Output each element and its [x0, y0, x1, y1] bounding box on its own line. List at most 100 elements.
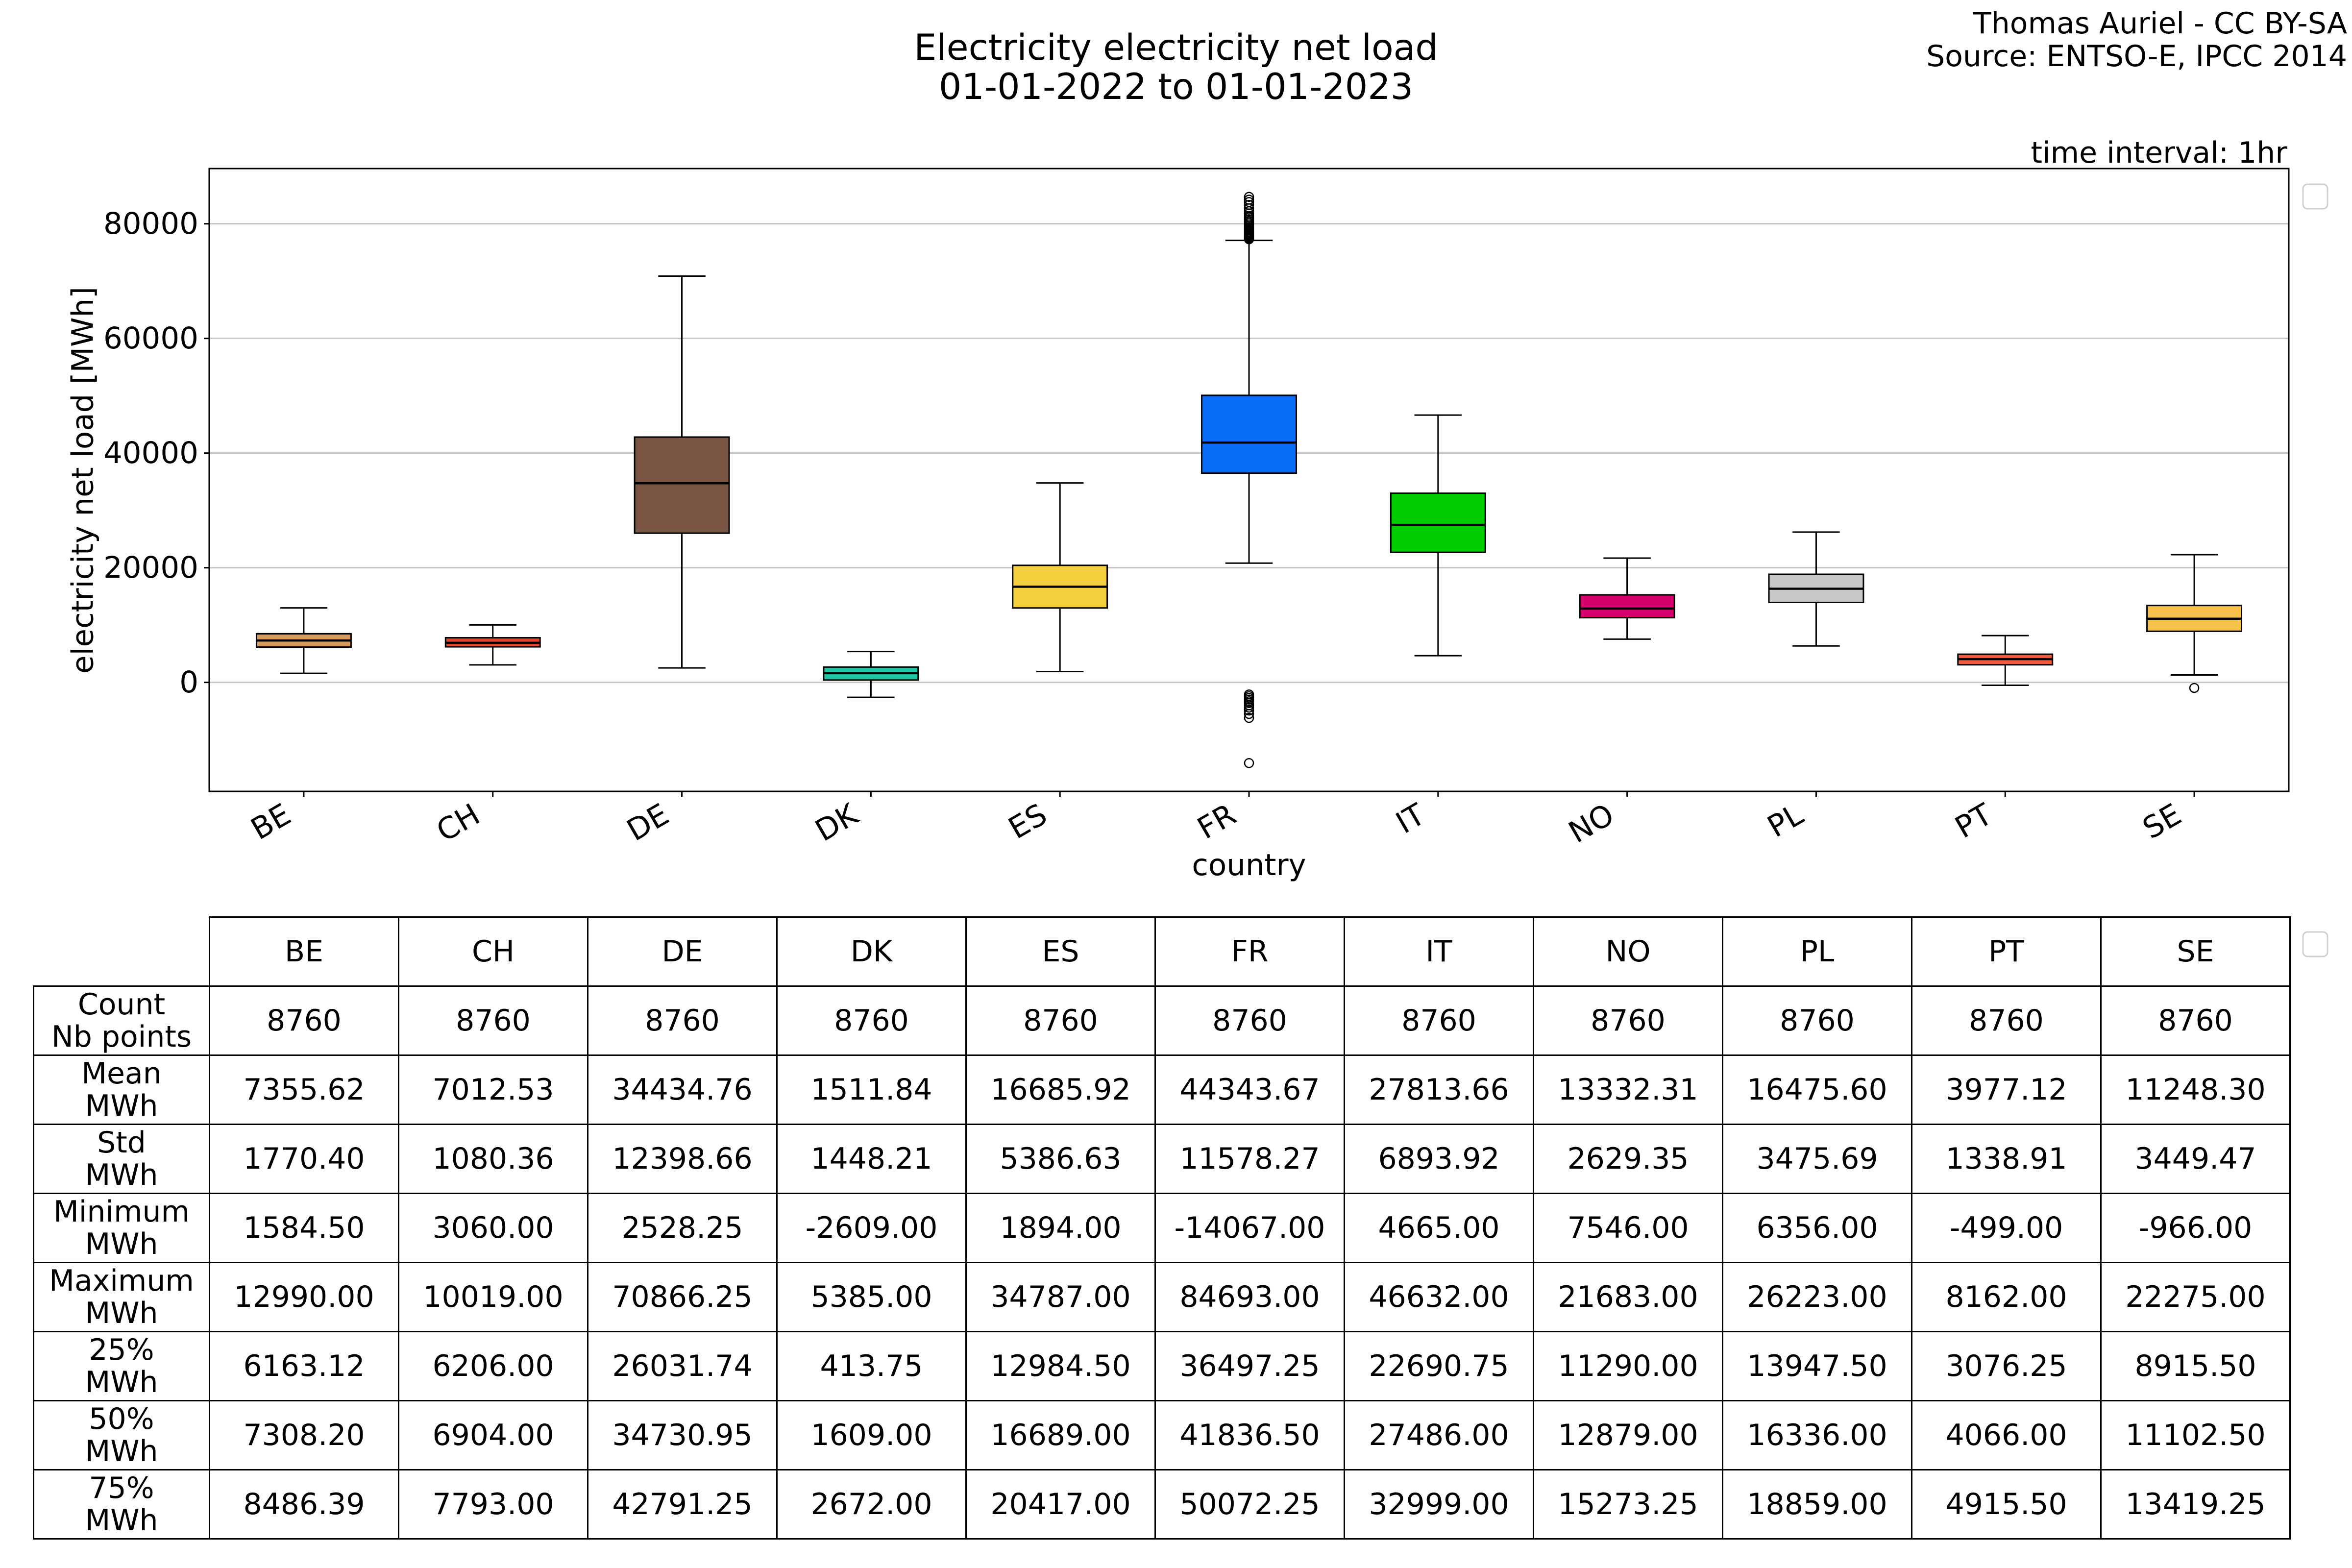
table-cell: 26223.00: [1722, 1262, 1912, 1332]
table-cell: 6206.00: [398, 1331, 588, 1401]
table-row-label: Std MWh: [33, 1124, 210, 1194]
table-cell: 7793.00: [398, 1469, 588, 1540]
table-cell: 8915.50: [2100, 1331, 2291, 1401]
table-column-header: BE: [209, 916, 399, 987]
table-cell: 27486.00: [1344, 1400, 1534, 1470]
table-cell: 8162.00: [1911, 1262, 2102, 1332]
table-cell: 5386.63: [965, 1124, 1156, 1194]
table-cell: 7012.53: [398, 1054, 588, 1125]
table-cell: 1448.21: [776, 1124, 967, 1194]
table-row-label: Mean MWh: [33, 1054, 210, 1125]
table-cell: 7546.00: [1533, 1193, 1723, 1263]
table-cell: 6163.12: [209, 1331, 399, 1401]
box-FR: [1201, 394, 1297, 474]
outlier-FR: [1244, 705, 1254, 716]
table-cell: 32999.00: [1344, 1469, 1534, 1540]
empty-legend-box: [2302, 183, 2328, 210]
table-cell: 8760: [1911, 985, 2102, 1056]
table-cell: 10019.00: [398, 1262, 588, 1332]
table-cell: 70866.25: [587, 1262, 778, 1332]
table-column-header: CH: [398, 916, 588, 987]
box-DE: [634, 436, 730, 534]
table-cell: 34730.95: [587, 1400, 778, 1470]
x-tick-label: DE: [621, 797, 675, 848]
table-header-row: BE CH DE DK ES FR IT NO PL PT SE: [34, 916, 2291, 987]
table-cell: 16689.00: [965, 1400, 1156, 1470]
table-cell: 41836.50: [1154, 1400, 1345, 1470]
credit-source: Source: ENTSO-E, IPCC 2014: [1926, 39, 2347, 74]
x-tick-label: CH: [431, 797, 486, 849]
table-cell: 1511.84: [776, 1054, 967, 1125]
credit-author: Thomas Auriel - CC BY-SA: [1973, 6, 2347, 41]
table-row: 75% MWh 8486.39 7793.00 42791.25 2672.00 2041…: [33, 1469, 2291, 1540]
y-tick-label: 0: [179, 665, 198, 700]
outlier-FR: [1244, 192, 1254, 202]
table-column-header: SE: [2100, 916, 2291, 987]
table-cell: 2672.00: [776, 1469, 967, 1540]
table-cell: 11248.30: [2100, 1054, 2291, 1125]
table-corner-cell: [34, 917, 210, 986]
table-cell: 8760: [587, 985, 778, 1056]
table-cell: 11290.00: [1533, 1331, 1723, 1401]
table-cell: 8760: [2100, 985, 2291, 1056]
time-interval-annotation: time interval: 1hr: [2031, 136, 2287, 170]
table-cell: 7308.20: [209, 1400, 399, 1470]
table-cell: 18859.00: [1722, 1469, 1912, 1540]
x-tick-label: ES: [1003, 797, 1053, 846]
box-IT: [1390, 492, 1486, 553]
table-row: Count Nb points 8760 8760 8760 8760 8760 8760 8…: [33, 985, 2291, 1056]
table-row-label: Minimum MWh: [33, 1193, 210, 1263]
table-row-label: 50% MWh: [33, 1400, 210, 1470]
table-row-label: 75% MWh: [33, 1469, 210, 1540]
box-NO: [1579, 594, 1675, 619]
table-cell: 8486.39: [209, 1469, 399, 1540]
outlier-SE: [2189, 683, 2200, 693]
table-cell: 3060.00: [398, 1193, 588, 1263]
outlier-FR: [1244, 712, 1254, 723]
table-cell: 15273.25: [1533, 1469, 1723, 1540]
table-cell: 7355.62: [209, 1054, 399, 1125]
table-cell: 42791.25: [587, 1469, 778, 1540]
table-cell: 3475.69: [1722, 1124, 1912, 1194]
x-tick-label: FR: [1192, 797, 1242, 846]
chart-title: Electricity electricity net load: [914, 27, 1438, 69]
table-cell: 16336.00: [1722, 1400, 1912, 1470]
table-cell: 1080.36: [398, 1124, 588, 1194]
table-column-header: PL: [1722, 916, 1912, 987]
table-cell: 84693.00: [1154, 1262, 1345, 1332]
table-row-label: Count Nb points: [33, 985, 210, 1056]
table-column-header: DE: [587, 916, 778, 987]
table-cell: -966.00: [2100, 1193, 2291, 1263]
table-cell: 5385.00: [776, 1262, 967, 1332]
y-axis-label: electricity net load [MWh]: [66, 287, 100, 674]
table-cell: 12398.66: [587, 1124, 778, 1194]
table-cell: -14067.00: [1154, 1193, 1345, 1263]
table-column-header: DK: [776, 916, 967, 987]
y-tick-label: 20000: [103, 550, 198, 585]
table-cell: 12990.00: [209, 1262, 399, 1332]
table-row-label: 25% MWh: [33, 1331, 210, 1401]
table-cell: 26031.74: [587, 1331, 778, 1401]
table-cell: 8760: [1344, 985, 1534, 1056]
y-tick-label: 80000: [103, 206, 198, 241]
table-cell: 16475.60: [1722, 1054, 1912, 1125]
box-marks: [255, 192, 2243, 768]
table-column-header: FR: [1154, 916, 1345, 987]
table-row: 25% MWh 6163.12 6206.00 26031.74 413.75 12984…: [33, 1331, 2291, 1401]
x-tick-label: PL: [1762, 797, 1809, 845]
table-cell: 1584.50: [209, 1193, 399, 1263]
table-cell: 1894.00: [965, 1193, 1156, 1263]
table-column-header: NO: [1533, 916, 1723, 987]
table-cell: 34787.00: [965, 1262, 1156, 1332]
table-cell: 6904.00: [398, 1400, 588, 1470]
table-cell: 46632.00: [1344, 1262, 1534, 1332]
x-tick-label: BE: [245, 797, 296, 847]
table-cell: 6893.92: [1344, 1124, 1534, 1194]
table-column-header: IT: [1344, 916, 1534, 987]
outlier-FR: [1244, 195, 1254, 205]
table-cell: 20417.00: [965, 1469, 1156, 1540]
table-cell: 13947.50: [1722, 1331, 1912, 1401]
table-cell: 22690.75: [1344, 1331, 1534, 1401]
table-cell: 44343.67: [1154, 1054, 1345, 1125]
table-cell: 4066.00: [1911, 1400, 2102, 1470]
